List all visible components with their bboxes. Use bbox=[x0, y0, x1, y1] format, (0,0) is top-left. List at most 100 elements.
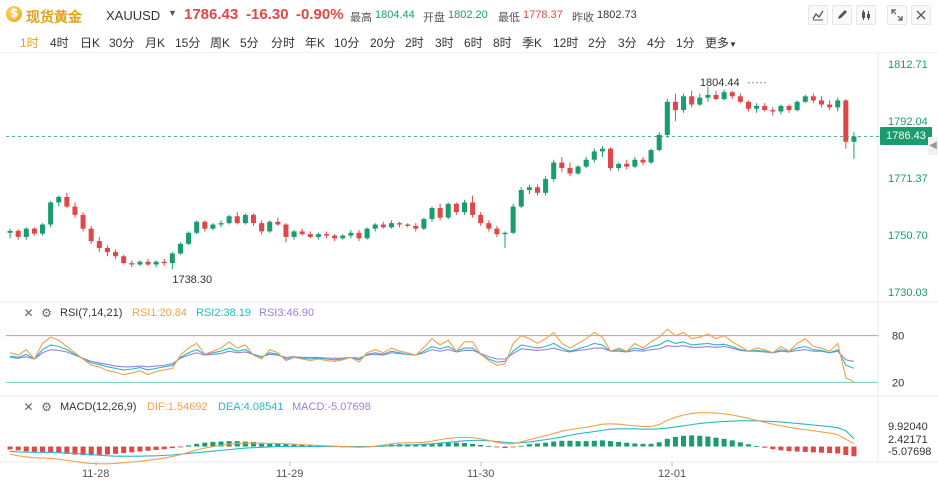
macd-histogram-bar bbox=[794, 446, 800, 452]
symbol-code[interactable]: XAUUSD bbox=[106, 8, 161, 23]
macd-histogram-bar bbox=[729, 440, 735, 447]
macd-histogram-bar bbox=[153, 446, 159, 450]
symbol-name[interactable]: 现货黄金 bbox=[26, 9, 82, 25]
rsi1-value: RSI1:20.84 bbox=[132, 307, 188, 319]
tab-period[interactable]: 1分 bbox=[676, 36, 695, 50]
macd-histogram-bar bbox=[616, 441, 622, 447]
macd-histogram-bar bbox=[7, 446, 13, 450]
rsi2-value: RSI2:38.19 bbox=[196, 307, 252, 319]
candle-body bbox=[754, 105, 760, 109]
macd-histogram-bar bbox=[56, 446, 62, 454]
candle-body bbox=[210, 224, 216, 229]
candle-body bbox=[137, 261, 143, 265]
tab-period[interactable]: 4分 bbox=[647, 36, 666, 50]
candle-body bbox=[372, 224, 378, 229]
prev-close-value: 1802.73 bbox=[597, 9, 637, 21]
tab-more-label: 更多 bbox=[705, 36, 730, 50]
macd-axis-label: -5.07698 bbox=[888, 446, 931, 458]
macd-histogram-bar bbox=[721, 438, 727, 447]
candle-body bbox=[202, 221, 208, 229]
macd-histogram-bar bbox=[632, 443, 638, 447]
candle-body bbox=[340, 235, 346, 239]
macd-histogram-bar bbox=[656, 442, 662, 447]
tab-period[interactable]: 15分 bbox=[175, 36, 201, 50]
tab-period[interactable]: 1时 bbox=[20, 36, 39, 50]
candle-body bbox=[226, 216, 232, 224]
tab-period[interactable]: 3时 bbox=[435, 36, 454, 50]
macd-histogram-bar bbox=[689, 435, 695, 447]
tab-period[interactable]: 日K bbox=[80, 36, 101, 50]
macd-histogram-bar bbox=[259, 442, 265, 447]
candle-body bbox=[778, 105, 784, 112]
candle-body bbox=[705, 94, 711, 98]
rsi-axis-label: 80 bbox=[892, 331, 904, 343]
macd-histogram-bar bbox=[291, 444, 297, 447]
candle-body bbox=[56, 196, 62, 203]
close-icon[interactable]: ✕ bbox=[23, 306, 34, 320]
tab-period[interactable]: 12时 bbox=[553, 36, 579, 50]
date-label: 11-28 bbox=[82, 468, 109, 480]
tab-period[interactable]: 2分 bbox=[588, 36, 607, 50]
gear-icon[interactable]: ⚙ bbox=[41, 306, 52, 320]
tab-period[interactable]: 10分 bbox=[334, 36, 360, 50]
macd-histogram-bar bbox=[754, 446, 760, 447]
tab-period[interactable]: 6时 bbox=[464, 36, 483, 50]
candle-body bbox=[275, 221, 281, 225]
candle-body bbox=[640, 159, 646, 163]
macd-histogram-bar bbox=[275, 443, 281, 447]
dif-value: DIF:1.54692 bbox=[147, 401, 208, 413]
chevron-left-icon[interactable]: ◀ bbox=[928, 137, 938, 155]
tab-period[interactable]: 30分 bbox=[109, 36, 135, 50]
macd-histogram-bar bbox=[48, 446, 54, 453]
candle-body bbox=[291, 231, 297, 237]
candle-body bbox=[624, 163, 630, 167]
price-change-percent: -0.90% bbox=[296, 6, 344, 23]
tab-period[interactable]: 4时 bbox=[50, 36, 69, 50]
candle-body bbox=[380, 224, 386, 228]
macd-histogram-bar bbox=[737, 442, 743, 447]
tab-period[interactable]: 月K bbox=[145, 36, 166, 50]
candle-body bbox=[575, 166, 581, 174]
candle-body bbox=[267, 221, 273, 232]
tab-period[interactable]: 3分 bbox=[618, 36, 637, 50]
gear-icon[interactable]: ⚙ bbox=[41, 400, 52, 414]
tab-more[interactable]: 更多▼ bbox=[705, 34, 737, 51]
macd-title: MACD(12,26,9) bbox=[60, 401, 137, 413]
tab-period[interactable]: 分时 bbox=[271, 36, 296, 50]
candle-body bbox=[486, 223, 492, 229]
macd-histogram-bar bbox=[818, 446, 825, 453]
chevron-down-icon[interactable]: ▼ bbox=[168, 8, 177, 18]
date-label: 11-29 bbox=[276, 468, 303, 480]
chart-type-icon[interactable] bbox=[808, 5, 828, 25]
close-icon[interactable]: ✕ bbox=[23, 400, 34, 414]
macd-histogram-bar bbox=[526, 444, 532, 447]
macd-histogram-bar bbox=[267, 443, 273, 447]
expand-icon[interactable] bbox=[887, 5, 907, 25]
candle-body bbox=[502, 232, 508, 235]
tab-period[interactable]: 8时 bbox=[493, 36, 512, 50]
macd-histogram-bar bbox=[624, 442, 630, 447]
candle-body bbox=[323, 234, 330, 236]
tab-period[interactable]: 5分 bbox=[240, 36, 259, 50]
candle-style-icon[interactable] bbox=[856, 5, 876, 25]
candle-body bbox=[31, 228, 37, 234]
candle-body bbox=[656, 134, 662, 151]
candle-body bbox=[405, 224, 411, 226]
macd-histogram-bar bbox=[161, 446, 167, 450]
tab-period[interactable]: 周K bbox=[210, 36, 231, 50]
tab-period[interactable]: 2时 bbox=[405, 36, 424, 50]
rsi1-line bbox=[9, 328, 855, 383]
price-chart[interactable]: 1812.71 1792.04 1771.37 1750.70 1730.03 1804.… bbox=[0, 52, 938, 483]
window-toolbar bbox=[887, 5, 931, 25]
macd-histogram-bar bbox=[218, 441, 224, 447]
candle-body bbox=[104, 247, 110, 253]
tab-period[interactable]: 年K bbox=[305, 36, 326, 50]
tab-period[interactable]: 季K bbox=[522, 36, 543, 50]
candle-body bbox=[72, 206, 78, 215]
tab-period[interactable]: 20分 bbox=[370, 36, 396, 50]
close-icon[interactable] bbox=[911, 5, 931, 25]
candle-body bbox=[599, 148, 605, 152]
macd-axis-label: 2.42171 bbox=[888, 434, 928, 446]
draw-pen-icon[interactable] bbox=[832, 5, 852, 25]
macd-histogram-bar bbox=[510, 446, 516, 448]
